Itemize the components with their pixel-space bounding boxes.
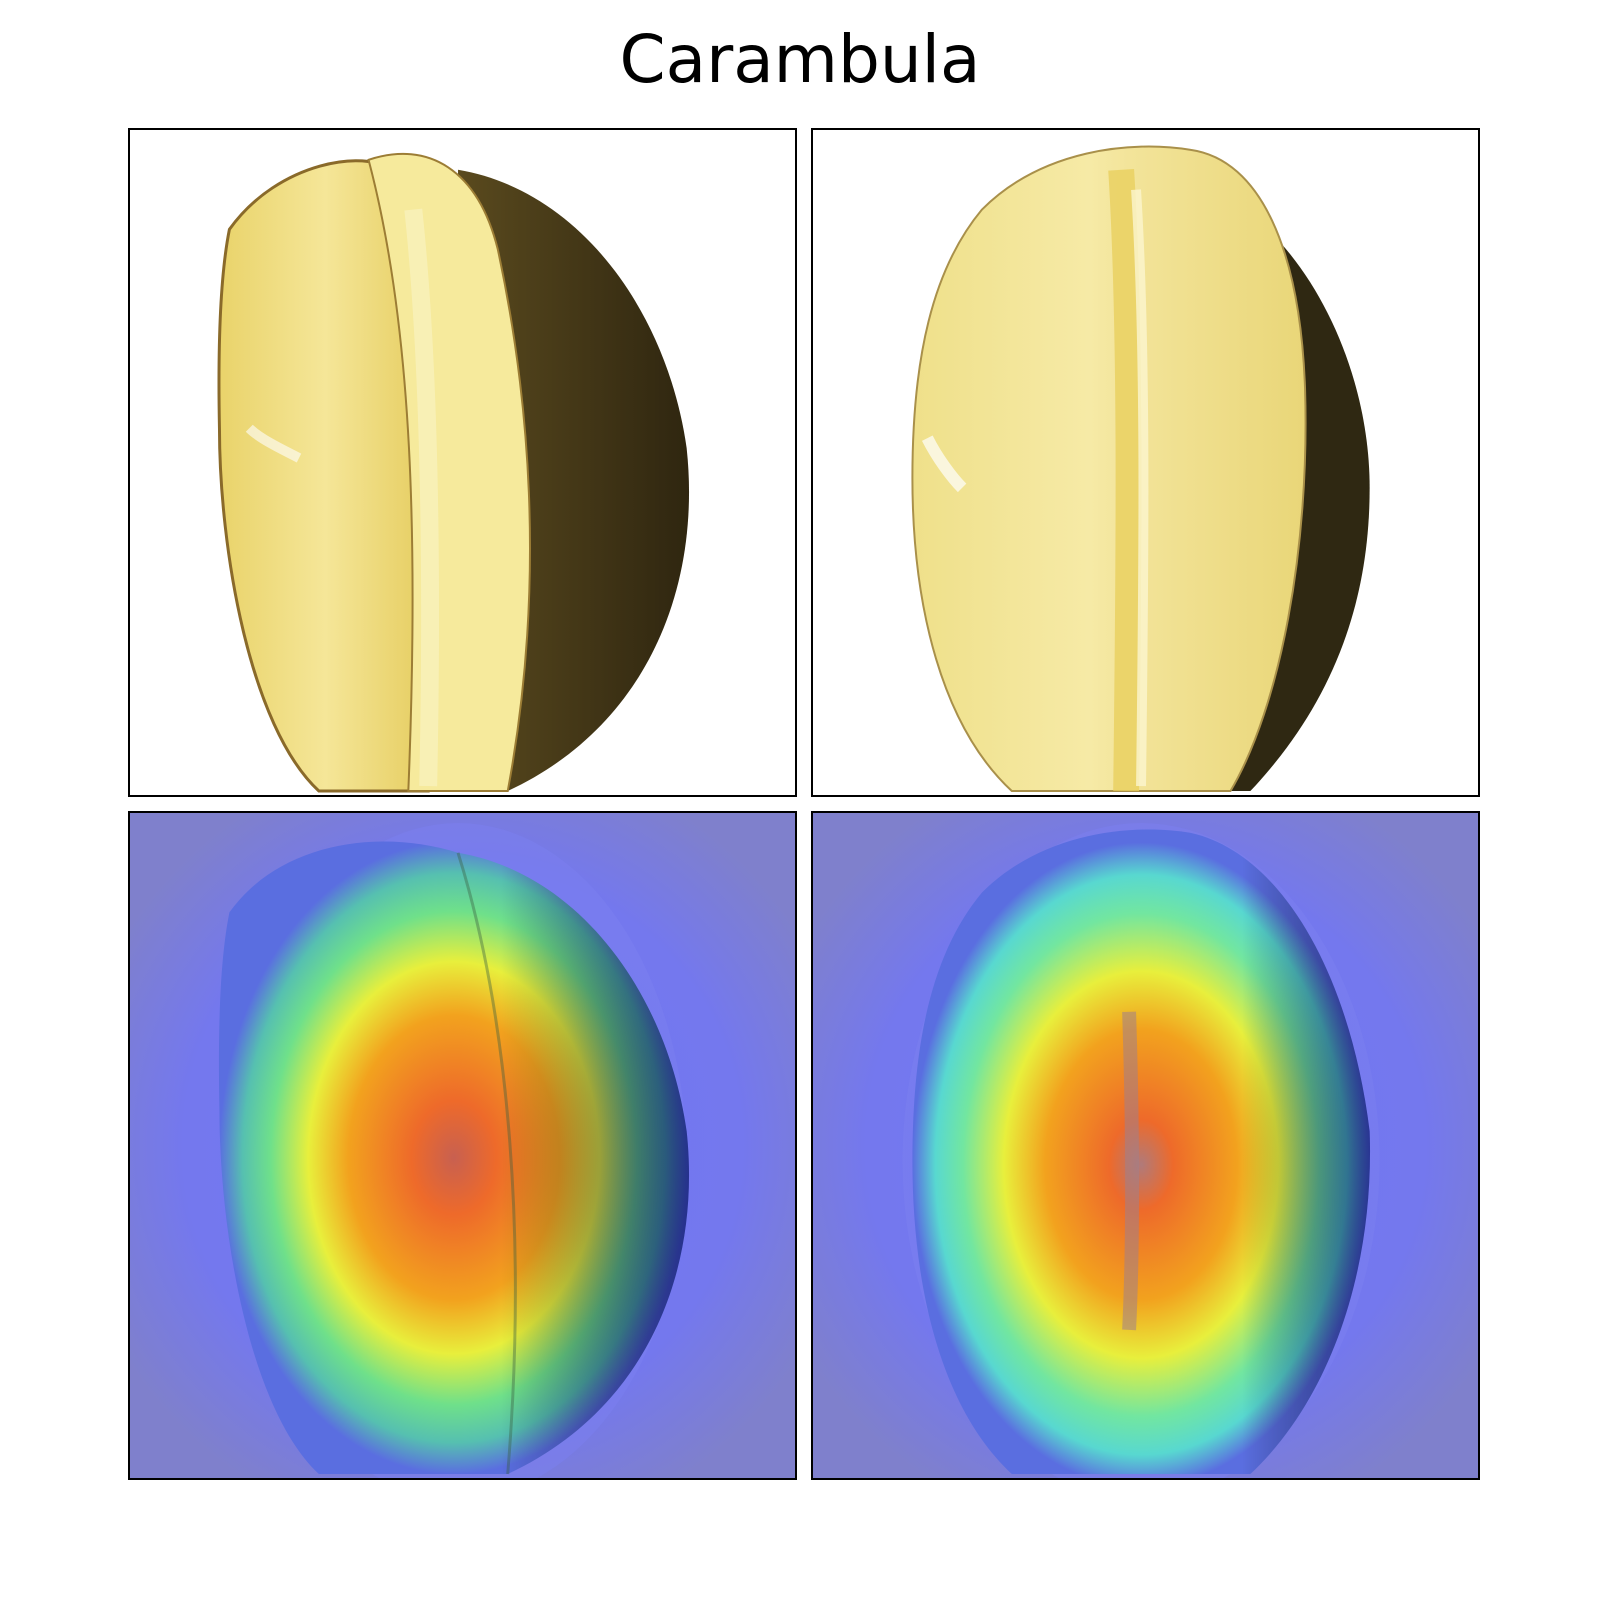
original-image-1 [128,128,797,797]
heatmap-overlay-1 [128,811,797,1480]
heatmap-2 [813,813,1478,1478]
original-image-2 [811,128,1480,797]
heatmap-overlay-2 [811,811,1480,1480]
heatmap-1 [130,813,795,1478]
figure-title: Carambula [619,21,981,98]
starfruit-photo-1 [130,130,795,795]
starfruit-photo-2 [813,130,1478,795]
